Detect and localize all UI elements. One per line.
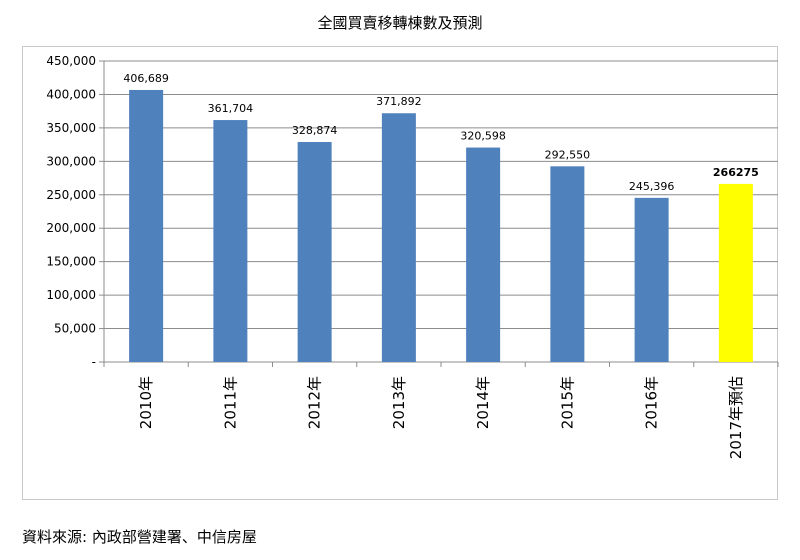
y-tick-label: 400,000 <box>46 87 96 101</box>
data-label: 266275 <box>713 166 759 179</box>
y-tick-label: 50,000 <box>54 322 96 336</box>
y-tick-label: 100,000 <box>46 288 96 302</box>
y-tick-label: 250,000 <box>46 188 96 202</box>
y-tick-label: 200,000 <box>46 221 96 235</box>
bar <box>634 197 669 362</box>
data-label: 361,704 <box>208 102 254 115</box>
source-note: 資料來源: 內政部營建署、中信房屋 <box>22 528 257 546</box>
y-tick-label: 450,000 <box>46 54 96 68</box>
y-tick-label: 150,000 <box>46 255 96 269</box>
y-tick-label: 300,000 <box>46 154 96 168</box>
data-label: 292,550 <box>545 148 591 161</box>
x-category-label: 2015年 <box>558 376 576 429</box>
x-category-label: 2017年預估 <box>727 376 745 459</box>
data-label: 328,874 <box>292 124 338 137</box>
data-label: 245,396 <box>629 180 675 193</box>
bar-forecast <box>718 183 753 362</box>
bar <box>381 113 416 362</box>
chart-title: 全國買賣移轉棟數及預測 <box>317 14 483 32</box>
x-category-label: 2014年 <box>474 376 492 429</box>
bar <box>129 89 164 362</box>
bar <box>550 166 585 362</box>
x-category-label: 2010年 <box>137 376 155 429</box>
chart-frame <box>22 46 778 500</box>
y-tick-label: - <box>92 355 96 369</box>
x-category-label: 2013年 <box>390 376 408 429</box>
x-category-label: 2016年 <box>643 376 661 429</box>
data-label: 320,598 <box>460 130 506 143</box>
bar <box>213 120 248 362</box>
data-label: 406,689 <box>123 72 169 85</box>
data-label: 371,892 <box>376 95 422 108</box>
y-tick-label: 350,000 <box>46 121 96 135</box>
bar <box>297 142 332 362</box>
bar <box>466 147 501 362</box>
x-category-label: 2012年 <box>306 376 324 429</box>
x-category-label: 2011年 <box>221 376 239 429</box>
